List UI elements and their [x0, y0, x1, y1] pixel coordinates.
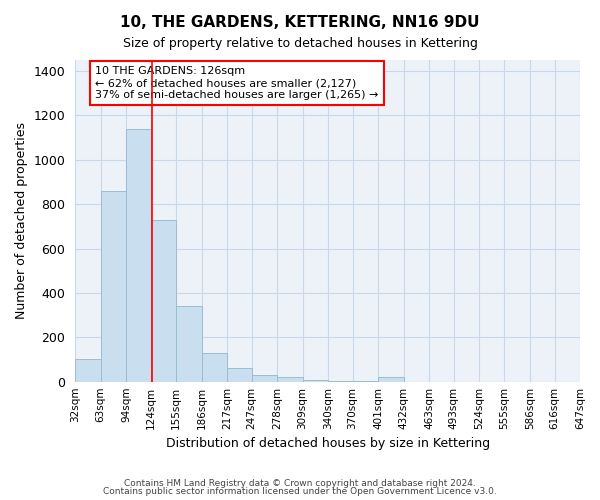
Bar	[302, 380, 328, 382]
Text: Contains public sector information licensed under the Open Government Licence v3: Contains public sector information licen…	[103, 487, 497, 496]
Text: Size of property relative to detached houses in Kettering: Size of property relative to detached ho…	[122, 38, 478, 51]
Y-axis label: Number of detached properties: Number of detached properties	[15, 122, 28, 320]
Bar	[75, 360, 101, 382]
Bar	[151, 220, 176, 382]
Bar	[277, 377, 302, 382]
Text: 10, THE GARDENS, KETTERING, NN16 9DU: 10, THE GARDENS, KETTERING, NN16 9DU	[120, 15, 480, 30]
Text: Contains HM Land Registry data © Crown copyright and database right 2024.: Contains HM Land Registry data © Crown c…	[124, 478, 476, 488]
Bar	[378, 377, 404, 382]
Bar	[251, 375, 277, 382]
Bar	[202, 353, 227, 382]
X-axis label: Distribution of detached houses by size in Kettering: Distribution of detached houses by size …	[166, 437, 490, 450]
Bar	[101, 191, 126, 382]
Bar	[126, 129, 151, 382]
Bar	[176, 306, 202, 382]
Bar	[328, 380, 353, 382]
Bar	[227, 368, 251, 382]
Text: 10 THE GARDENS: 126sqm
← 62% of detached houses are smaller (2,127)
37% of semi-: 10 THE GARDENS: 126sqm ← 62% of detached…	[95, 66, 379, 100]
